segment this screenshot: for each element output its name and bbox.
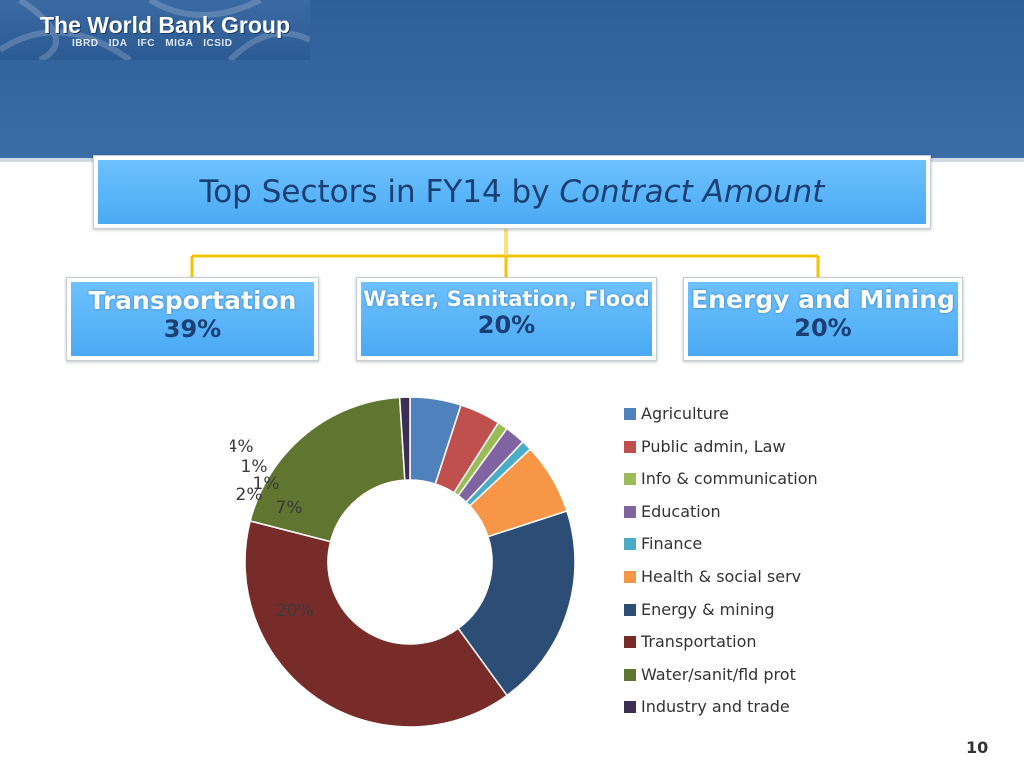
transportation-percent: 39%	[163, 315, 222, 343]
slice-label-health-social-serv: 7%	[276, 498, 303, 518]
slice-label-education: 2%	[236, 485, 263, 505]
legend-label: Transportation	[641, 632, 757, 652]
water-sanitation-box: Water, Sanitation, Flood 20%	[356, 277, 657, 361]
energy-mining-percent: 20%	[794, 314, 852, 342]
legend-swatch	[624, 505, 636, 518]
legend-label: Water/sanit/fld prot	[641, 664, 796, 684]
legend-label: Finance	[641, 534, 703, 554]
legend-label: Info & communication	[641, 469, 818, 489]
world-bank-logo: The World Bank Group IBRD IDA IFC MIGA I…	[0, 0, 310, 60]
water-sanitation-percent: 20%	[477, 311, 536, 339]
donut-slice-water-sanit-fld-prot	[249, 396, 406, 543]
transportation-box: Transportation 39%	[66, 277, 319, 361]
title-prefix: Top Sectors in FY14 by	[199, 174, 560, 210]
energy-mining-box: Energy and Mining 20%	[683, 277, 963, 361]
donut-slice-industry-and-trade	[398, 396, 411, 481]
logo-subtitle: IBRD IDA IFC MIGA ICSID	[72, 38, 233, 49]
legend-swatch	[624, 571, 636, 583]
slice-label-public-admin-law: 4%	[230, 437, 253, 457]
legend-label: Education	[641, 501, 721, 521]
legend-swatch	[624, 668, 636, 681]
legend-label: Health & social serv	[641, 567, 802, 586]
legend-label: Agriculture	[641, 404, 729, 423]
transportation-label: Transportation	[88, 286, 297, 315]
legend-swatch	[624, 440, 636, 453]
legend-swatch	[624, 473, 636, 486]
energy-mining-label: Energy and Mining	[691, 285, 955, 314]
legend-label: Industry and trade	[641, 697, 790, 717]
donut-slice-energy-mining	[457, 510, 576, 697]
connector-lines	[190, 229, 820, 277]
slice-label-info-communication: 1%	[241, 457, 268, 477]
slice-label-energy-mining: 20%	[276, 601, 314, 621]
slide-title: Top Sectors in FY14 by Contract Amount	[93, 155, 931, 229]
legend-swatch	[624, 408, 636, 420]
legend-label: Public admin, Law	[641, 436, 786, 456]
title-emphasis: Contract Amount	[559, 174, 825, 210]
page-number: 10	[966, 738, 989, 757]
legend-label: Energy & mining	[641, 599, 775, 619]
water-sanitation-label: Water, Sanitation, Flood	[363, 287, 650, 311]
globe-lines-icon	[0, 0, 310, 60]
legend-swatch	[624, 636, 636, 649]
legend-swatch	[624, 701, 636, 714]
donut-chart: 5%4%1%2%1%7%20%39%20%1%	[230, 396, 576, 728]
slice-label-finance: 1%	[253, 474, 280, 494]
logo-title: The World Bank Group	[40, 12, 291, 38]
legend-swatch	[624, 538, 636, 551]
donut-slice-transportation	[244, 520, 509, 728]
legend-swatch	[624, 603, 636, 616]
